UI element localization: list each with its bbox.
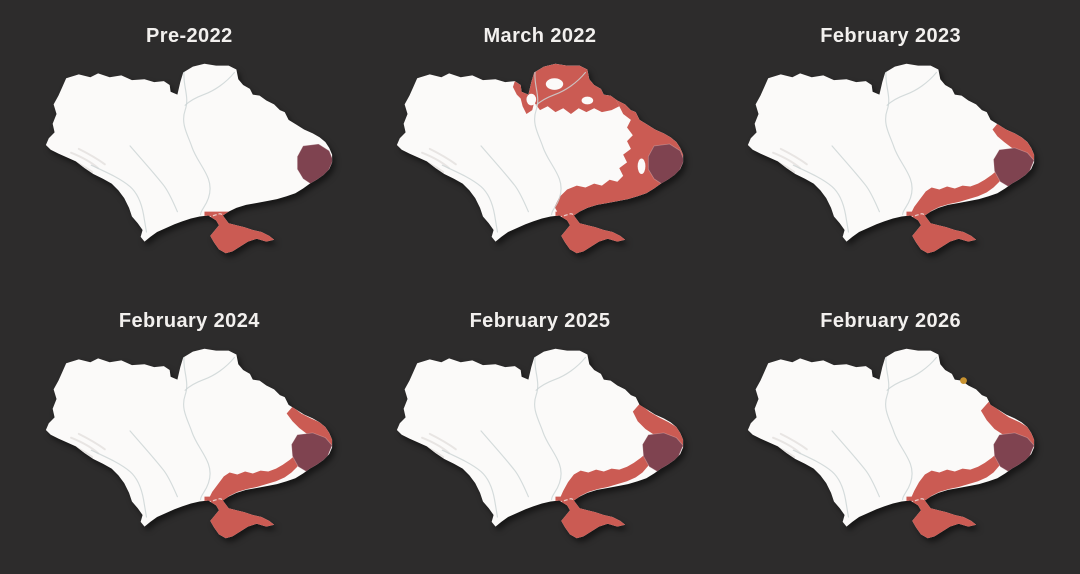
river bbox=[831, 145, 880, 213]
river bbox=[129, 145, 179, 213]
ukraine-map-svg-february-2026 bbox=[747, 348, 1034, 539]
carpathian-shading bbox=[428, 147, 457, 166]
dnipro-river bbox=[534, 69, 562, 216]
dnipro-river bbox=[183, 69, 211, 216]
river bbox=[480, 145, 529, 213]
map-title-february-2026: February 2026 bbox=[820, 310, 962, 332]
river bbox=[792, 449, 849, 518]
ukraine-map-february-2025 bbox=[389, 341, 691, 546]
region-east-south-march-2022 bbox=[554, 98, 684, 221]
carpathian-shading bbox=[70, 151, 100, 170]
carpathian-shading bbox=[779, 147, 808, 166]
carpathian-shading bbox=[421, 436, 451, 455]
river bbox=[441, 449, 499, 518]
map-panel-february-2025: February 2025 bbox=[365, 309, 716, 546]
region-unoccupied-pockets-march-2022 bbox=[581, 96, 594, 105]
map-grid: Pre-2022 March 2022 February 2023 Februa… bbox=[14, 24, 1066, 546]
map-title-february-2024: February 2024 bbox=[118, 310, 260, 332]
map-title-pre-2022: Pre-2022 bbox=[146, 25, 233, 47]
river bbox=[91, 449, 148, 518]
ukraine-landmass bbox=[46, 63, 333, 254]
map-panel-february-2024: February 2024 bbox=[14, 309, 365, 546]
region-south-band-2025 bbox=[909, 453, 1004, 505]
river bbox=[535, 356, 587, 391]
map-panel-february-2023: February 2023 bbox=[715, 24, 1066, 261]
river bbox=[792, 164, 849, 233]
region-crimea bbox=[906, 211, 982, 254]
ukraine-map-february-2026 bbox=[740, 341, 1042, 546]
carpathian-shading bbox=[779, 432, 808, 451]
ukraine-landmass bbox=[46, 348, 333, 539]
region-south-band-2025 bbox=[559, 453, 654, 505]
river bbox=[886, 356, 937, 391]
region-crimea bbox=[204, 496, 281, 539]
region-donbas-core bbox=[647, 143, 684, 186]
ukraine-map-pre-2022 bbox=[38, 56, 340, 261]
river bbox=[129, 430, 179, 498]
region-sumy-border-incursion bbox=[959, 377, 967, 385]
dnipro-river bbox=[183, 354, 211, 501]
river bbox=[184, 356, 236, 391]
ukraine-landmass bbox=[747, 348, 1034, 539]
region-crimea bbox=[204, 211, 281, 254]
dnipro-river bbox=[884, 69, 913, 216]
carpathian-shading bbox=[78, 432, 107, 451]
region-crimea bbox=[906, 496, 982, 539]
region-unoccupied-pockets-march-2022 bbox=[637, 158, 646, 174]
map-panel-pre-2022: Pre-2022 bbox=[14, 24, 365, 261]
dnipro-river bbox=[534, 354, 562, 501]
map-title-february-2025: February 2025 bbox=[469, 310, 611, 332]
ukraine-landmass bbox=[747, 63, 1034, 254]
carpathian-shading bbox=[771, 151, 801, 170]
region-south-band-2023 bbox=[909, 170, 1003, 220]
river bbox=[831, 430, 880, 498]
ukraine-map-february-2023 bbox=[740, 56, 1042, 261]
carpathian-shading bbox=[70, 436, 100, 455]
ukraine-map-february-2024 bbox=[38, 341, 340, 546]
ukraine-map-svg-february-2024 bbox=[46, 348, 333, 539]
region-unoccupied-pockets-march-2022 bbox=[526, 93, 537, 106]
map-title-march-2022: March 2022 bbox=[483, 25, 597, 47]
map-panel-march-2022: March 2022 bbox=[365, 24, 716, 261]
river bbox=[886, 71, 937, 106]
river bbox=[184, 71, 236, 106]
map-panel-february-2026: February 2026 bbox=[715, 309, 1066, 546]
map-title-february-2023: February 2023 bbox=[820, 25, 962, 47]
river bbox=[535, 71, 587, 106]
carpathian-shading bbox=[78, 147, 107, 166]
carpathian-shading bbox=[421, 151, 451, 170]
river bbox=[91, 164, 148, 233]
region-donbas-core bbox=[297, 143, 333, 186]
dnipro-river bbox=[884, 354, 913, 501]
region-east-band-2023 bbox=[992, 123, 1034, 161]
river bbox=[480, 430, 529, 498]
region-south-band-2023 bbox=[208, 455, 302, 505]
ukraine-map-svg-february-2025 bbox=[396, 348, 684, 539]
carpathian-shading bbox=[771, 436, 801, 455]
region-crimea bbox=[555, 211, 631, 254]
ukraine-landmass bbox=[396, 63, 684, 254]
river bbox=[441, 164, 499, 233]
ukraine-landmass bbox=[396, 348, 684, 539]
ukraine-map-svg-march-2022 bbox=[396, 63, 684, 254]
ukraine-map-march-2022 bbox=[389, 56, 691, 261]
ukraine-map-svg-pre-2022 bbox=[46, 63, 333, 254]
carpathian-shading bbox=[428, 432, 457, 451]
region-unoccupied-pockets-march-2022 bbox=[545, 78, 564, 90]
region-crimea bbox=[555, 496, 631, 539]
ukraine-map-svg-february-2023 bbox=[747, 63, 1034, 254]
